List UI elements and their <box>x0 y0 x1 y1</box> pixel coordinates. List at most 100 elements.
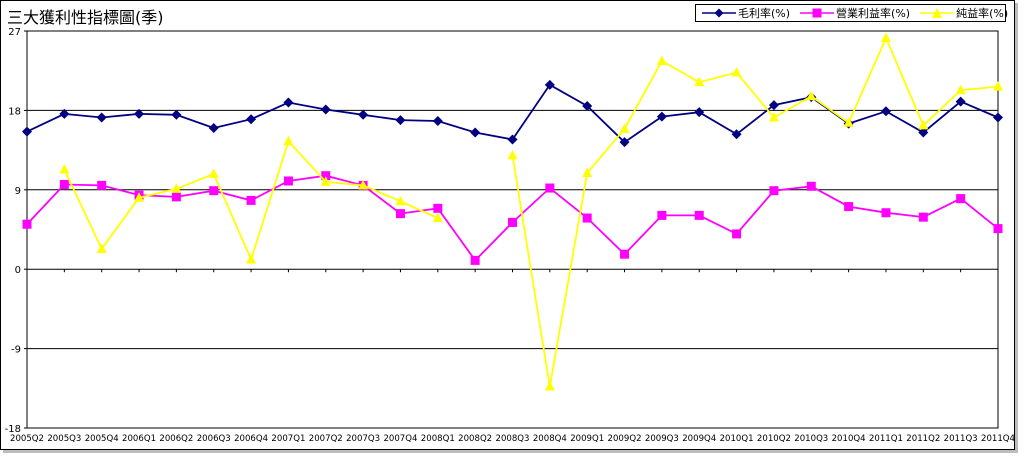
point-net-margin <box>358 179 369 190</box>
point-operating-margin <box>732 229 742 239</box>
legend-swatch-net-margin <box>920 8 955 18</box>
point-gross-margin <box>507 134 518 145</box>
point-operating-margin <box>956 194 966 204</box>
point-operating-margin <box>545 183 555 193</box>
legend-label-operating-margin: 營業利益率(%) <box>836 7 911 20</box>
point-net-margin <box>544 381 555 391</box>
x-tick-label: 2009Q3 <box>645 434 679 444</box>
point-net-margin <box>731 66 742 77</box>
point-gross-margin <box>544 79 555 90</box>
legend-item-operating-margin: 營業利益率(%) <box>800 5 910 21</box>
point-net-margin <box>880 32 891 43</box>
x-tick-label: 2007Q2 <box>309 434 343 444</box>
point-gross-margin <box>59 108 70 119</box>
point-operating-margin <box>283 176 293 186</box>
y-tick-label: 9 <box>15 186 21 197</box>
point-net-margin <box>59 164 70 174</box>
x-tick-label: 2010Q4 <box>832 434 866 444</box>
x-tick-label: 2007Q3 <box>346 434 380 444</box>
x-tick-label: 2006Q2 <box>159 434 193 444</box>
x-tick-label: 2010Q3 <box>794 434 828 444</box>
x-tick-label: 2005Q4 <box>85 434 119 444</box>
plot-area-border <box>26 30 999 429</box>
point-net-margin <box>955 84 966 95</box>
x-tick-label: 2005Q3 <box>47 434 81 444</box>
chart-legend: 毛利率(%) 營業利益率(%) 純益率(%) <box>695 4 1008 22</box>
x-tick-label: 2008Q2 <box>458 434 492 444</box>
point-net-margin <box>694 76 705 87</box>
x-tick-label: 2008Q3 <box>496 434 530 444</box>
point-gross-margin <box>880 106 891 117</box>
x-tick-label: 2011Q1 <box>869 434 903 444</box>
y-tick-label: 27 <box>8 27 21 38</box>
point-operating-margin <box>694 210 704 220</box>
x-tick-label: 2011Q3 <box>944 434 978 444</box>
point-gross-margin <box>22 126 32 137</box>
legend-label-net-margin: 純益率(%) <box>956 7 1009 20</box>
point-gross-margin <box>358 109 369 120</box>
y-tick-label: 18 <box>8 106 21 117</box>
point-operating-margin <box>209 186 219 196</box>
legend-swatch-gross-margin <box>702 8 736 18</box>
point-gross-margin <box>171 109 182 120</box>
legend-swatch-operating-margin <box>800 8 835 18</box>
point-operating-margin <box>844 202 854 212</box>
point-operating-margin <box>22 219 32 229</box>
x-tick-label: 2007Q4 <box>383 434 417 444</box>
y-tick-label: 0 <box>15 265 21 276</box>
point-net-margin <box>320 176 331 186</box>
point-net-margin <box>395 195 406 206</box>
point-operating-margin <box>620 249 630 259</box>
point-net-margin <box>507 149 518 160</box>
point-net-margin <box>134 192 145 202</box>
point-operating-margin <box>993 224 1003 234</box>
point-gross-margin <box>993 112 1003 123</box>
x-tick-label: 2010Q2 <box>757 434 791 444</box>
x-tick-label: 2008Q1 <box>421 434 455 444</box>
point-operating-margin <box>806 181 816 191</box>
point-net-margin <box>246 253 257 264</box>
x-tick-label: 2009Q2 <box>608 434 642 444</box>
point-net-margin <box>656 55 667 65</box>
point-net-margin <box>208 168 219 178</box>
series-line-net-margin <box>511 35 999 387</box>
point-operating-margin <box>171 192 181 202</box>
point-net-margin <box>806 90 817 101</box>
x-tick-label: 2006Q4 <box>234 434 268 444</box>
point-net-margin <box>619 123 630 133</box>
legend-item-net-margin: 純益率(%) <box>920 5 1008 21</box>
x-tick-label: 2005Q2 <box>10 434 44 444</box>
point-gross-margin <box>955 96 966 107</box>
point-gross-margin <box>432 115 443 126</box>
x-tick-label: 2009Q1 <box>570 434 604 444</box>
legend-item-gross-margin: 毛利率(%) <box>702 5 790 21</box>
point-gross-margin <box>246 114 257 125</box>
point-net-margin <box>96 243 107 253</box>
point-gross-margin <box>395 115 406 126</box>
x-tick-label: 2008Q4 <box>533 434 567 444</box>
x-tick-label: 2011Q4 <box>981 434 1015 444</box>
point-operating-margin <box>508 217 517 227</box>
point-operating-margin <box>918 212 928 222</box>
x-tick-label: 2011Q2 <box>906 434 940 444</box>
point-operating-margin <box>321 171 331 181</box>
point-operating-margin <box>433 203 443 213</box>
point-net-margin <box>171 183 182 193</box>
point-net-margin <box>993 81 1003 91</box>
x-tick-label: 2006Q3 <box>197 434 231 444</box>
x-tick-label: 2007Q1 <box>271 434 305 444</box>
point-gross-margin <box>768 100 779 111</box>
point-operating-margin <box>59 180 69 190</box>
point-net-margin <box>843 117 854 127</box>
point-operating-margin <box>97 180 107 190</box>
point-gross-margin <box>283 97 294 108</box>
y-tick-label: -18 <box>5 424 21 435</box>
point-operating-margin <box>246 195 256 205</box>
point-gross-margin <box>134 108 145 119</box>
x-tick-label: 2009Q4 <box>682 434 716 444</box>
y-tick-label: -9 <box>11 345 21 356</box>
x-tick-label: 2010Q1 <box>720 434 754 444</box>
point-operating-margin <box>470 255 480 265</box>
point-operating-margin <box>657 210 667 220</box>
chart-frame: 三大獲利性指標圖(季) 毛利率(%) 營業利益率(%) 純益率(%) <box>0 0 1015 450</box>
